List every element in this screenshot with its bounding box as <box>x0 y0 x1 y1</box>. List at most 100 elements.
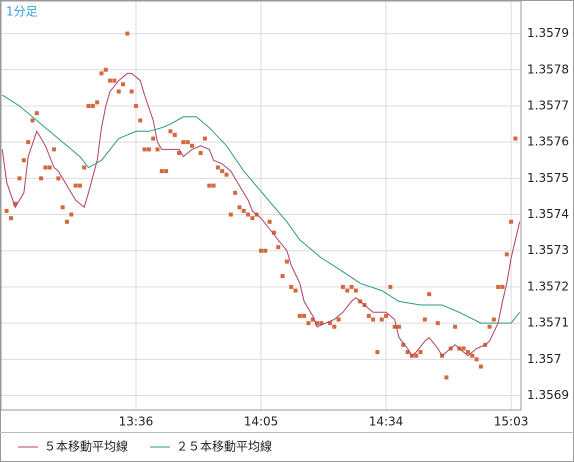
price-point <box>237 205 242 210</box>
price-point <box>414 353 419 358</box>
legend-label: ２５本移動平均線 <box>176 439 272 454</box>
price-point <box>371 317 376 322</box>
y-tick-label: 1.357 <box>527 352 561 366</box>
price-point <box>138 118 143 123</box>
price-point <box>13 201 18 206</box>
price-point <box>121 82 126 87</box>
price-point <box>345 288 350 293</box>
price-point <box>90 103 95 108</box>
price-point <box>198 151 203 156</box>
price-point <box>349 284 354 289</box>
price-point <box>396 324 401 329</box>
price-point <box>422 317 427 322</box>
price-point <box>271 230 276 235</box>
price-point <box>77 183 82 188</box>
price-point <box>302 313 307 318</box>
price-point <box>478 364 483 369</box>
legend-label: ５本移動平均線 <box>44 439 128 454</box>
price-point <box>215 165 220 170</box>
price-point <box>241 208 246 213</box>
price-point <box>280 274 285 279</box>
x-tick-label: 14:05 <box>244 415 279 429</box>
price-point <box>504 252 509 257</box>
price-point <box>491 317 496 322</box>
price-point <box>168 129 173 134</box>
price-point <box>155 147 160 152</box>
price-point <box>60 205 65 210</box>
price-point <box>319 321 324 326</box>
price-point <box>496 284 501 289</box>
price-point <box>125 31 130 36</box>
price-point <box>336 317 341 322</box>
price-point <box>86 103 91 108</box>
price-point <box>82 165 87 170</box>
moving-average-line <box>1 72 521 357</box>
price-point <box>185 140 190 145</box>
price-point <box>388 284 393 289</box>
price-point <box>474 357 479 362</box>
price-point <box>4 208 9 213</box>
price-point <box>444 375 449 380</box>
price-point <box>353 288 358 293</box>
price-point <box>220 169 225 174</box>
price-point <box>470 353 475 358</box>
timeframe-label: 1分足 <box>6 5 38 19</box>
y-tick-label: 1.3577 <box>527 98 569 112</box>
price-point <box>392 324 397 329</box>
price-point <box>224 172 229 177</box>
price-point <box>151 136 156 141</box>
price-point <box>69 212 74 217</box>
price-point <box>310 317 315 322</box>
price-point <box>427 292 432 297</box>
price-point <box>142 147 147 152</box>
price-point <box>56 176 61 181</box>
price-point <box>306 321 311 326</box>
price-point <box>21 158 26 163</box>
plot-border <box>0 0 522 411</box>
data-layer <box>1 31 521 380</box>
legend: ５本移動平均線 ２５本移動平均線 <box>18 439 272 454</box>
price-point <box>228 212 233 217</box>
price-point <box>39 176 44 181</box>
price-point <box>159 169 164 174</box>
price-point <box>108 78 113 83</box>
price-point <box>293 288 298 293</box>
price-point <box>263 248 268 253</box>
y-tick-label: 1.3572 <box>527 279 569 293</box>
x-tick-label: 14:34 <box>369 415 404 429</box>
y-tick-label: 1.3573 <box>527 243 569 257</box>
price-point <box>17 176 22 181</box>
price-point <box>375 350 380 355</box>
price-point <box>405 350 410 355</box>
y-tick-label: 1.3576 <box>527 135 569 149</box>
price-point <box>43 165 48 170</box>
price-point <box>133 103 138 108</box>
price-point <box>418 350 423 355</box>
price-point <box>465 350 470 355</box>
price-point <box>487 324 492 329</box>
price-point <box>172 132 177 137</box>
price-point <box>34 111 39 116</box>
price-point <box>461 346 466 351</box>
price-point <box>297 313 302 318</box>
price-point <box>95 100 100 105</box>
price-point <box>340 284 345 289</box>
price-point <box>327 321 332 326</box>
price-point <box>99 71 104 76</box>
price-point <box>500 284 505 289</box>
price-point <box>64 219 69 224</box>
price-point <box>379 317 384 322</box>
price-point <box>211 183 216 188</box>
price-point <box>26 140 31 145</box>
price-point <box>207 183 212 188</box>
price-point <box>250 216 255 221</box>
price-point <box>284 259 289 264</box>
y-tick-label: 1.3578 <box>527 62 569 76</box>
price-point <box>366 313 371 318</box>
y-tick-label: 1.3571 <box>527 316 569 330</box>
price-point <box>73 183 78 188</box>
price-point <box>315 321 320 326</box>
price-point <box>513 136 518 141</box>
